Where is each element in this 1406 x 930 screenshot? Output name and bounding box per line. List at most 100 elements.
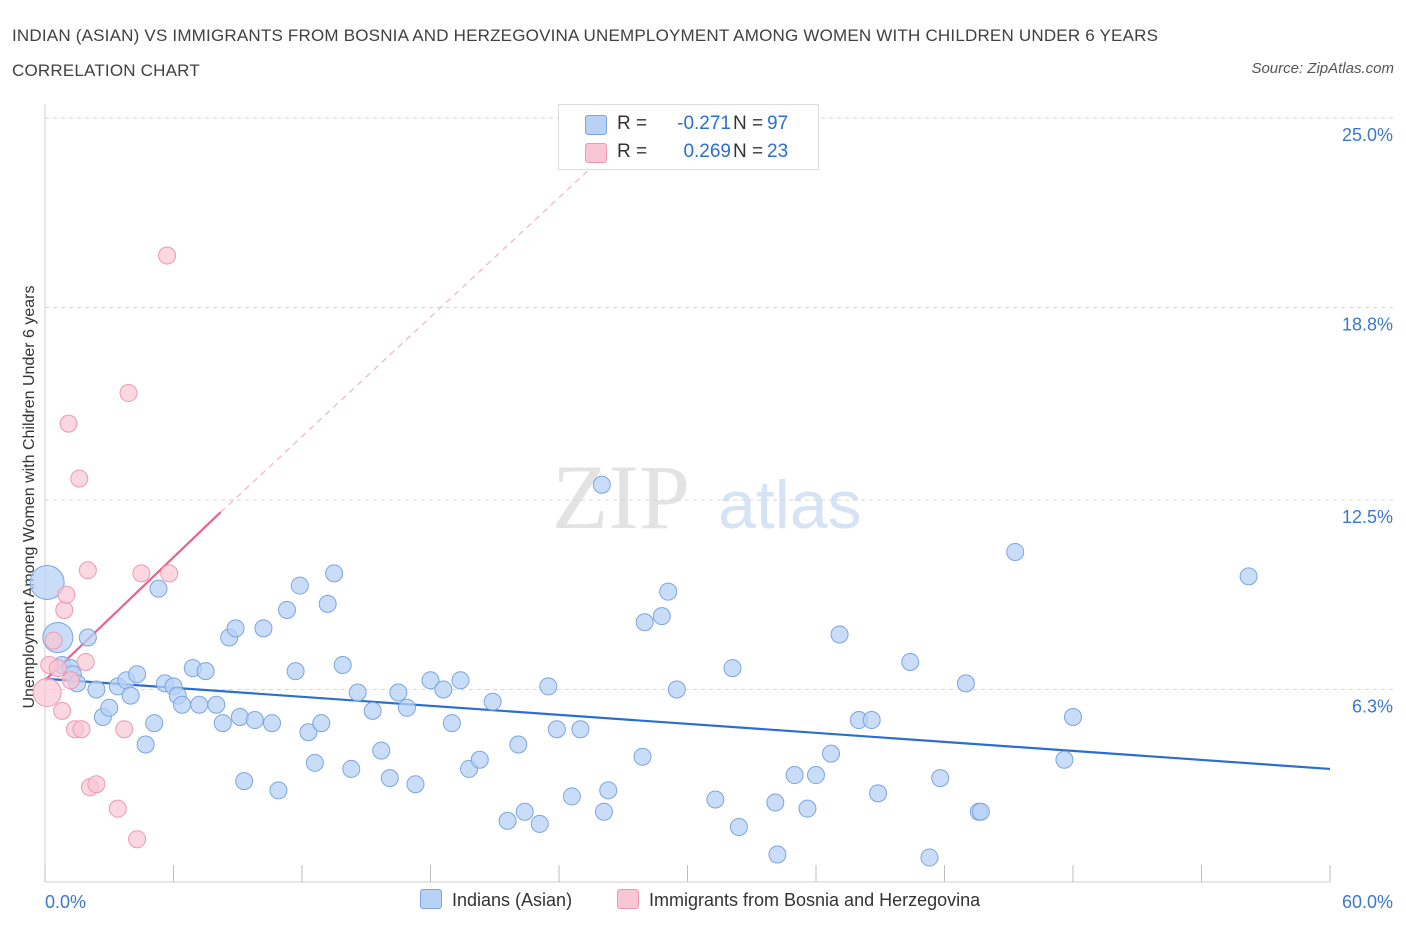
- point-bosnia: [76, 652, 95, 671]
- point-bosnia: [72, 720, 91, 739]
- point-indians: [920, 848, 939, 867]
- legend-swatch-pink: [617, 889, 639, 909]
- legend-r-label: R =: [617, 141, 648, 162]
- point-bosnia: [70, 469, 89, 488]
- point-indians: [931, 769, 950, 788]
- trend-line-indians: [44, 677, 1331, 771]
- point-bosnia: [57, 585, 76, 604]
- point-indians: [659, 582, 678, 601]
- point-indians: [862, 711, 881, 730]
- point-bosnia: [108, 799, 127, 818]
- point-indians: [207, 695, 226, 714]
- point-bosnia: [119, 384, 138, 403]
- point-indians: [100, 698, 119, 717]
- point-bosnia: [132, 564, 151, 583]
- point-indians: [594, 802, 613, 821]
- point-bosnia: [44, 631, 63, 650]
- legend-label-bosnia: Immigrants from Bosnia and Herzegovina: [649, 890, 981, 910]
- legend-r-value: 0.269: [683, 141, 731, 162]
- point-indians: [667, 680, 686, 699]
- point-indians: [372, 741, 391, 760]
- point-indians: [406, 775, 425, 794]
- point-indians: [434, 680, 453, 699]
- point-indians: [723, 659, 742, 678]
- point-indians: [635, 613, 654, 632]
- point-indians: [29, 565, 65, 601]
- point-bosnia: [61, 671, 80, 690]
- point-indians: [1006, 542, 1025, 561]
- point-indians: [78, 628, 97, 647]
- point-indians: [380, 769, 399, 788]
- y-tick-label: 6.3%: [1352, 696, 1393, 716]
- point-indians: [599, 781, 618, 800]
- point-indians: [729, 817, 748, 836]
- point-indians: [213, 714, 232, 733]
- point-indians: [245, 711, 264, 730]
- point-bosnia: [53, 701, 72, 720]
- point-indians: [1055, 750, 1074, 769]
- point-indians: [539, 677, 558, 696]
- point-indians: [226, 619, 245, 638]
- point-indians: [136, 735, 155, 754]
- point-indians: [397, 698, 416, 717]
- point-indians: [483, 692, 502, 711]
- point-indians: [547, 720, 566, 739]
- point-indians: [442, 714, 461, 733]
- point-indians: [821, 744, 840, 763]
- point-indians: [869, 784, 888, 803]
- point-indians: [706, 790, 725, 809]
- y-tick-label: 25.0%: [1342, 125, 1393, 145]
- point-indians: [830, 625, 849, 644]
- point-indians: [290, 576, 309, 595]
- point-indians: [145, 714, 164, 733]
- watermark-atlas: atlas: [718, 467, 862, 543]
- point-bosnia: [59, 414, 78, 433]
- point-indians: [305, 753, 324, 772]
- point-indians: [286, 662, 305, 681]
- point-indians: [299, 723, 318, 742]
- point-indians: [592, 475, 611, 494]
- y-tick-label: 18.8%: [1342, 314, 1393, 334]
- point-indians: [971, 802, 990, 821]
- legend-swatch-pink: [585, 143, 607, 163]
- point-indians: [768, 845, 787, 864]
- point-indians: [173, 695, 192, 714]
- point-bosnia: [158, 246, 177, 265]
- point-indians: [128, 665, 147, 684]
- legend-n-label: N =: [733, 113, 764, 134]
- point-bosnia: [128, 830, 147, 849]
- legend-r-label: R =: [617, 113, 648, 134]
- point-indians: [766, 793, 785, 812]
- point-indians: [652, 607, 671, 626]
- legend-n-value: 97: [767, 113, 789, 134]
- point-indians: [263, 714, 282, 733]
- point-indians: [196, 662, 215, 681]
- point-indians: [807, 766, 825, 785]
- point-indians: [333, 656, 352, 675]
- point-indians: [363, 701, 382, 720]
- point-indians: [254, 619, 273, 638]
- trend-line-bosnia: [44, 511, 222, 682]
- legend-r-value: -0.271: [677, 113, 731, 134]
- point-bosnia: [160, 564, 179, 583]
- point-indians: [785, 766, 804, 785]
- legend-item-bosnia: Immigrants from Bosnia and Herzegovina: [617, 889, 980, 915]
- trend-lines: [44, 117, 1331, 771]
- point-bosnia: [48, 659, 67, 678]
- legend-label-indians: Indians (Asian): [452, 890, 573, 910]
- point-indians: [515, 802, 534, 821]
- point-indians: [342, 759, 361, 778]
- point-indians: [562, 787, 581, 806]
- tick-labels: 6.3% 12.5% 18.8% 25.0% 0.0% 60.0%: [45, 125, 1393, 912]
- point-indians: [798, 799, 817, 818]
- point-indians: [121, 686, 140, 705]
- legend-swatch-blue: [420, 889, 442, 909]
- legend-swatch-blue: [585, 115, 607, 135]
- point-bosnia: [87, 775, 106, 794]
- legend-n-label: N =: [733, 141, 764, 162]
- legend-item-indians: Indians (Asian): [420, 889, 572, 915]
- axes: [44, 104, 1331, 883]
- point-indians: [235, 772, 254, 791]
- point-indians: [530, 814, 549, 833]
